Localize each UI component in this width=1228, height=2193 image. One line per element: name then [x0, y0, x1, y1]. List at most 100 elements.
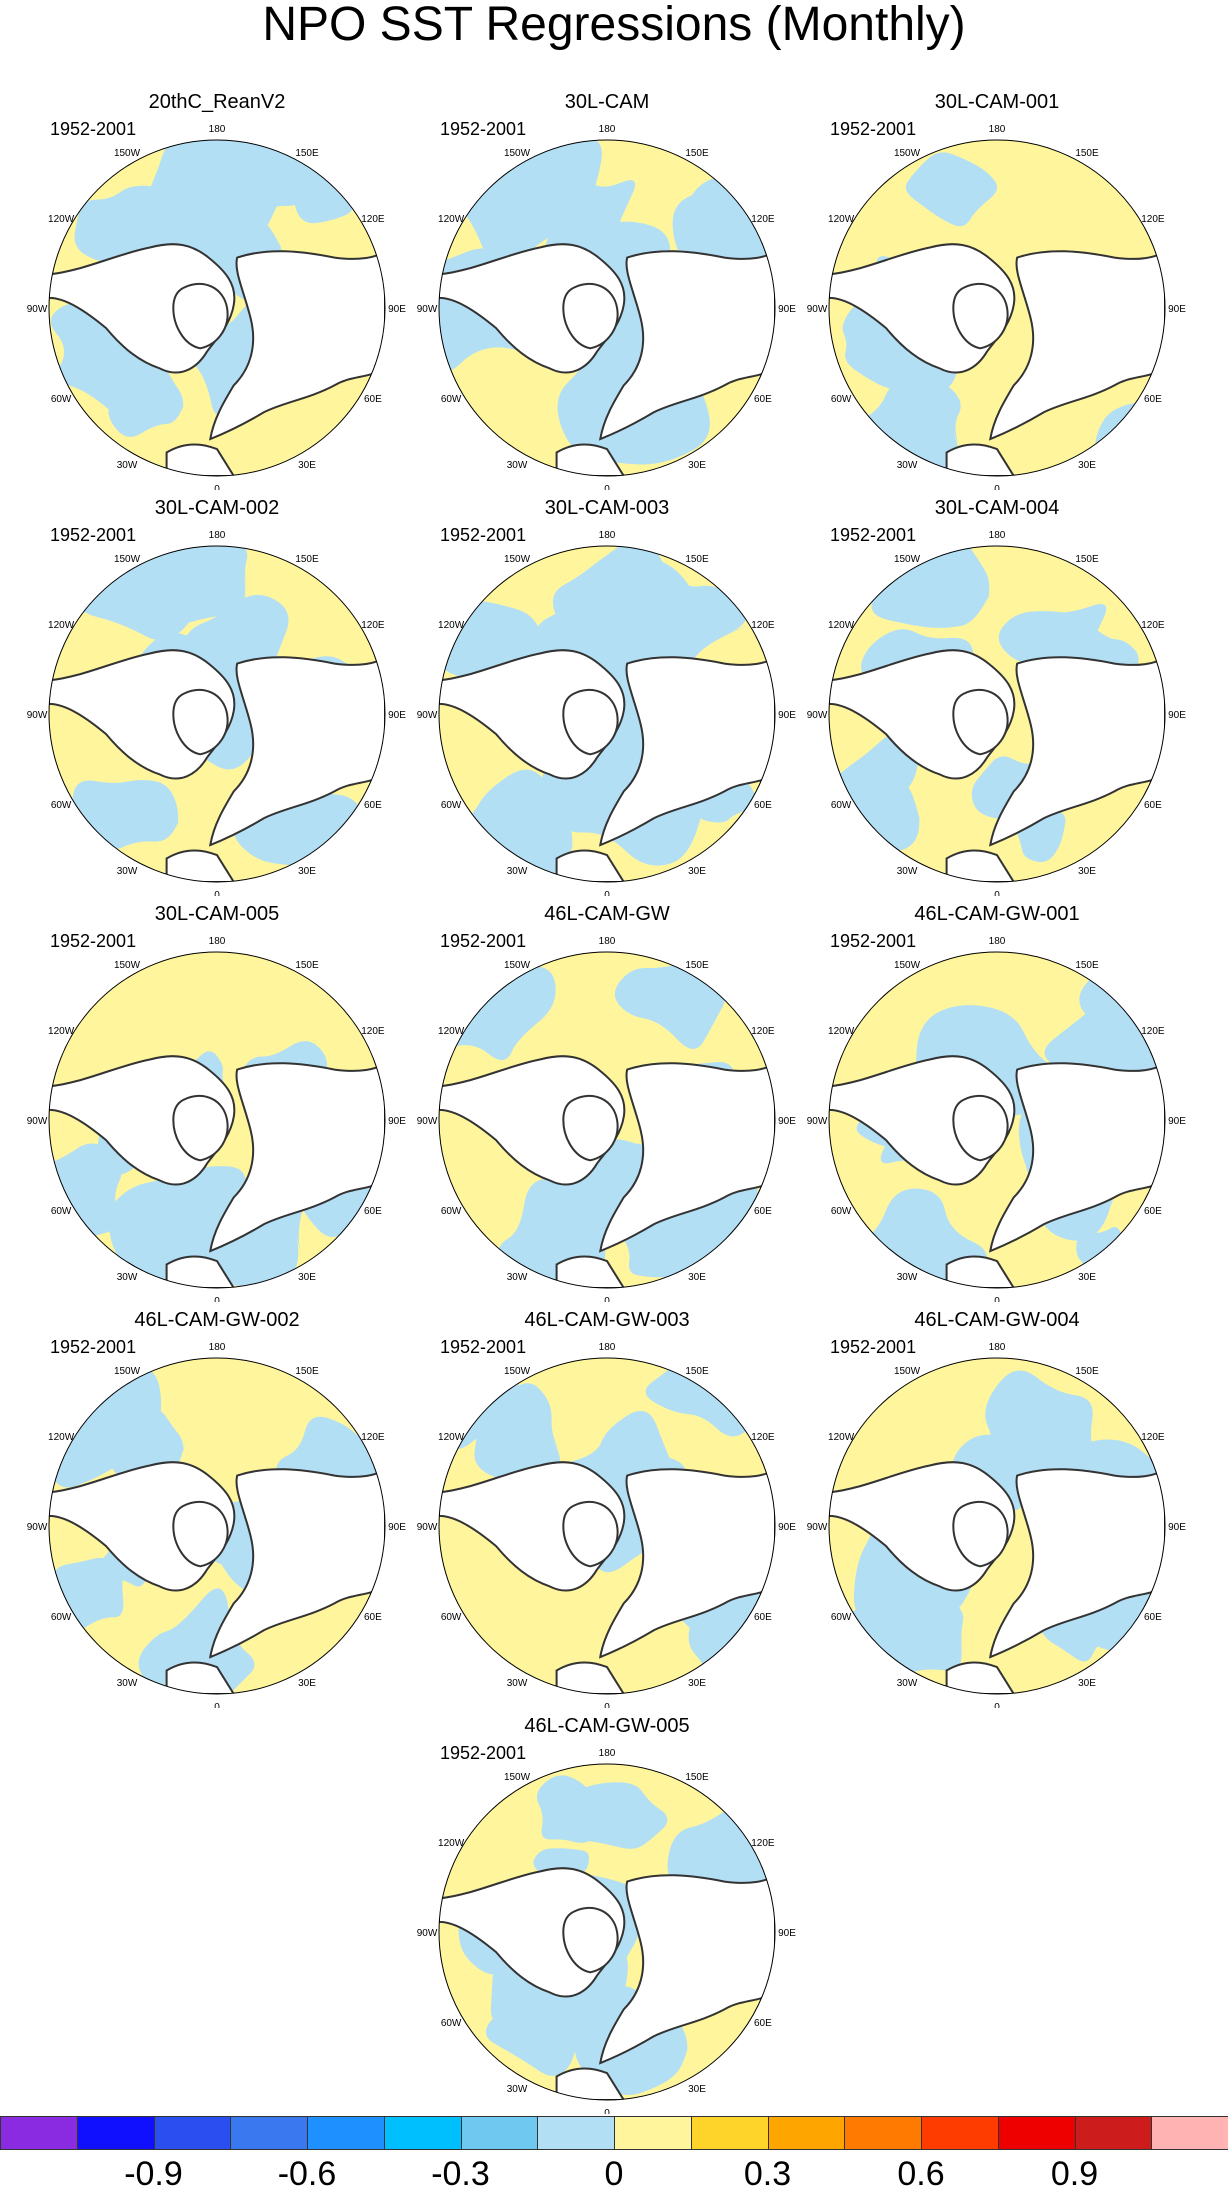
map-panel: 20thC_ReanV2 1952-2001 180 150E 120E 90E 60E 30… — [22, 90, 412, 490]
land-mask — [988, 654, 1165, 847]
longitude-label: 150W — [894, 1366, 921, 1377]
longitude-label: 60E — [364, 800, 382, 811]
map-border — [828, 1357, 1166, 1695]
longitude-label: 150E — [1075, 148, 1099, 159]
longitude-label: 90W — [807, 304, 828, 315]
longitude-label: 30E — [1078, 866, 1096, 877]
colorbar-swatch — [153, 2116, 232, 2150]
longitude-label: 90E — [778, 304, 796, 315]
map-panel: 46L-CAM-GW-004 1952-2001 180 150E 120E 90E 60E… — [802, 1308, 1192, 1708]
longitude-label: 0 — [604, 1296, 610, 1302]
longitude-label: 150E — [685, 1366, 709, 1377]
negative-anomaly-region — [573, 1782, 674, 1849]
longitude-label: 60W — [51, 1612, 72, 1623]
longitude-label: 120E — [1141, 214, 1165, 225]
negative-anomaly-region — [181, 140, 303, 237]
longitude-label: 150W — [894, 148, 921, 159]
longitude-label: 60E — [1144, 1206, 1162, 1217]
polar-map: 180 150E 120E 90E 60E 30E 0 30W 60W 90W 120W 150W — [417, 1342, 797, 1708]
longitude-label: 120W — [438, 1838, 465, 1849]
longitude-label: 0 — [604, 890, 610, 896]
colorbar-swatch — [230, 2116, 308, 2150]
polar-map: 180 150E 120E 90E 60E 30E 0 30W 60W 90W 120W 150W — [27, 124, 407, 490]
longitude-label: 60E — [1144, 394, 1162, 405]
colorbar-swatch — [767, 2116, 846, 2150]
longitude-label: 90E — [778, 1522, 796, 1533]
longitude-label: 180 — [599, 1342, 616, 1353]
colorbar-tick-label: 0.6 — [897, 2155, 945, 2193]
colorbar-swatch — [997, 2116, 1076, 2150]
longitude-label: 180 — [599, 936, 616, 947]
longitude-label: 30W — [507, 460, 528, 471]
polar-map: 180 150E 120E 90E 60E 30E 0 30W 60W 90W 120W 150W — [417, 936, 797, 1302]
longitude-label: 90W — [807, 1116, 828, 1127]
longitude-label: 30E — [688, 1678, 706, 1689]
longitude-label: 60W — [831, 1612, 852, 1623]
greenland-land — [562, 688, 619, 756]
greenland-land — [562, 1094, 619, 1162]
longitude-label: 180 — [599, 530, 616, 541]
longitude-label: 180 — [989, 936, 1006, 947]
longitude-label: 60E — [1144, 1612, 1162, 1623]
longitude-label: 150W — [504, 148, 531, 159]
longitude-label: 150E — [1075, 1366, 1099, 1377]
longitude-label: 30E — [1078, 1272, 1096, 1283]
longitude-label: 60W — [441, 394, 462, 405]
longitude-label: 30W — [507, 866, 528, 877]
longitude-label: 120W — [48, 214, 75, 225]
longitude-label: 30E — [1078, 460, 1096, 471]
greenland-land — [172, 282, 229, 350]
colorbar-swatch — [460, 2116, 539, 2150]
longitude-label: 30W — [897, 1272, 918, 1283]
longitude-label: 60W — [441, 1206, 462, 1217]
longitude-label: 60E — [364, 1206, 382, 1217]
map-border — [48, 139, 386, 477]
longitude-label: 150E — [685, 554, 709, 565]
colorbar-swatch — [690, 2116, 769, 2150]
polar-map: 180 150E 120E 90E 60E 30E 0 30W 60W 90W 120W 150W — [417, 1748, 797, 2114]
longitude-label: 120E — [751, 1838, 775, 1849]
panel-title: 46L-CAM-GW — [544, 903, 670, 925]
longitude-label: 120W — [48, 1432, 75, 1443]
land-mask — [165, 849, 236, 882]
map-border — [438, 545, 776, 883]
greenland-land — [952, 282, 1009, 350]
longitude-label: 150W — [114, 554, 141, 565]
longitude-label: 120W — [48, 1026, 75, 1037]
longitude-label: 90W — [417, 1522, 438, 1533]
longitude-label: 90E — [1168, 1116, 1186, 1127]
land-mask — [598, 1872, 775, 2065]
panel-title: 20thC_ReanV2 — [148, 91, 286, 113]
colorbar-tick-label: 0.9 — [1050, 2155, 1099, 2193]
longitude-label: 180 — [209, 124, 226, 135]
longitude-label: 120E — [1141, 1432, 1165, 1443]
longitude-label: 120W — [828, 1026, 855, 1037]
land-mask — [988, 1060, 1165, 1253]
longitude-label: 150E — [685, 960, 709, 971]
longitude-label: 150E — [295, 960, 319, 971]
map-panel: 30L-CAM-002 1952-2001 180 150E 120E 90E 60E 30E… — [22, 496, 412, 896]
panel-period: 1952-2001 — [50, 931, 137, 951]
polar-map: 180 150E 120E 90E 60E 30E 0 30W 60W 90W 120W 150W — [27, 530, 407, 896]
longitude-label: 90W — [417, 1116, 438, 1127]
longitude-label: 180 — [599, 1748, 616, 1759]
map-panel: 30L-CAM-003 1952-2001 180 150E 120E 90E 60E 30E… — [412, 496, 802, 896]
panel-title: 46L-CAM-GW-004 — [914, 1309, 1080, 1331]
polar-map: 180 150E 120E 90E 60E 30E 0 30W 60W 90W 120W 150W — [807, 1342, 1187, 1708]
longitude-label: 90W — [27, 304, 48, 315]
longitude-label: 120E — [751, 214, 775, 225]
negative-anomaly-region — [871, 546, 994, 628]
greenland-land — [952, 1500, 1009, 1568]
polar-map: 180 150E 120E 90E 60E 30E 0 30W 60W 90W 120W 150W — [807, 124, 1187, 490]
map-border — [828, 951, 1166, 1289]
colorbar-swatch — [0, 2116, 78, 2150]
map-border — [438, 951, 776, 1289]
negative-anomaly-region — [485, 2008, 578, 2076]
land-mask — [208, 248, 385, 441]
longitude-label: 30W — [897, 460, 918, 471]
map-panel: 30L-CAM-004 1952-2001 180 150E 120E 90E 60E 30E… — [802, 496, 1192, 896]
colorbar-swatch — [383, 2116, 462, 2150]
longitude-label: 0 — [214, 484, 220, 490]
longitude-label: 90W — [417, 1928, 438, 1939]
longitude-label: 30W — [897, 1678, 918, 1689]
